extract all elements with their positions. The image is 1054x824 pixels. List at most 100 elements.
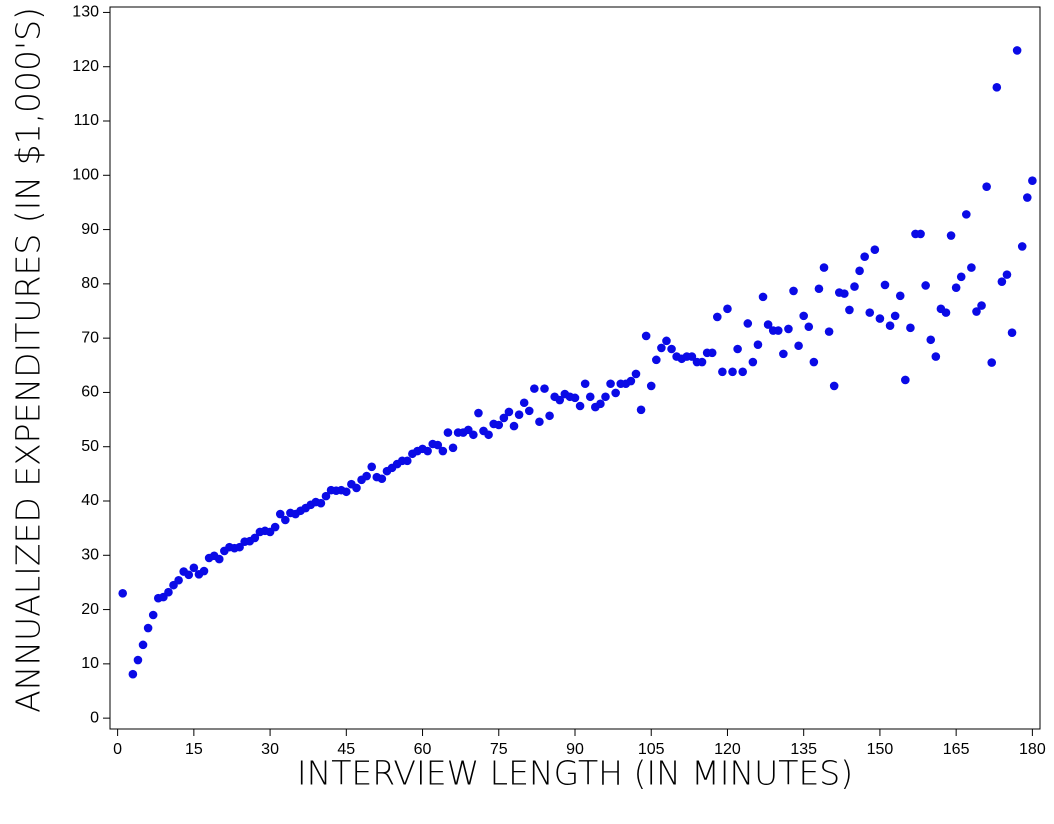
point — [941, 308, 951, 317]
point — [799, 311, 808, 321]
point — [606, 379, 615, 389]
point — [636, 405, 646, 415]
point — [921, 281, 930, 290]
point — [1007, 328, 1017, 338]
point — [524, 406, 534, 416]
x-tick-label: 60 — [414, 741, 432, 758]
point — [1028, 176, 1037, 186]
point — [504, 407, 514, 417]
point — [956, 272, 966, 282]
point — [530, 384, 539, 393]
point — [494, 420, 504, 430]
point — [199, 566, 209, 576]
y-tick-label: 50 — [81, 438, 99, 455]
point — [733, 344, 742, 354]
point — [997, 277, 1007, 286]
point — [916, 229, 925, 239]
point — [189, 563, 199, 573]
point — [992, 83, 1002, 92]
point — [281, 515, 290, 525]
point — [962, 210, 971, 219]
point — [667, 344, 676, 354]
point — [433, 440, 443, 450]
point — [499, 413, 509, 423]
point — [723, 304, 732, 314]
point — [148, 610, 158, 620]
point — [514, 410, 524, 419]
point — [875, 314, 885, 323]
point — [784, 324, 793, 334]
point — [316, 498, 326, 508]
x-tick-label: 90 — [566, 741, 584, 758]
point — [362, 471, 371, 481]
point — [763, 320, 773, 329]
point — [855, 266, 864, 276]
point — [845, 305, 854, 315]
y-tick-label: 90 — [81, 221, 99, 238]
x-tick-label: 135 — [790, 741, 817, 758]
point — [596, 399, 605, 409]
point — [789, 286, 798, 296]
point — [1017, 242, 1027, 251]
point — [402, 456, 412, 466]
point — [133, 655, 143, 665]
point — [890, 311, 900, 321]
point — [728, 367, 737, 377]
point — [738, 367, 748, 377]
point — [1022, 193, 1032, 202]
point — [519, 398, 529, 408]
point — [840, 289, 849, 298]
y-tick-label: 100 — [72, 167, 99, 184]
point — [870, 245, 880, 254]
point — [946, 231, 956, 240]
point — [580, 379, 590, 389]
x-tick-label: 15 — [185, 741, 203, 758]
point — [926, 335, 936, 345]
point — [773, 326, 783, 335]
point — [474, 408, 483, 418]
x-axis-title: INTERVIEW LENGTH (IN MINUTES) — [297, 754, 853, 793]
point — [367, 462, 377, 472]
point — [707, 348, 717, 358]
point — [987, 358, 997, 367]
point — [901, 375, 910, 385]
point — [850, 282, 859, 291]
plot-frame — [109, 6, 1041, 730]
point — [982, 182, 991, 191]
point — [712, 312, 722, 322]
point — [626, 376, 636, 386]
point — [275, 509, 285, 519]
point — [895, 291, 905, 301]
point — [509, 421, 519, 431]
point — [880, 280, 890, 290]
point — [977, 301, 986, 310]
y-tick-label: 40 — [81, 492, 99, 509]
y-tick-label: 10 — [81, 655, 99, 672]
point — [143, 623, 153, 633]
point — [748, 357, 758, 367]
y-tick-label: 70 — [81, 329, 99, 346]
point — [611, 388, 620, 398]
point — [555, 395, 565, 405]
point — [951, 283, 961, 292]
x-tick-label: 165 — [943, 741, 970, 758]
point — [697, 357, 707, 367]
x-tick-label: 45 — [337, 741, 355, 758]
point — [860, 252, 869, 262]
x-tick-label: 180 — [1019, 741, 1046, 758]
point — [931, 352, 941, 361]
y-tick-label: 0 — [90, 709, 99, 726]
point — [906, 323, 915, 333]
point — [575, 401, 585, 411]
point — [342, 487, 351, 497]
point — [164, 587, 173, 597]
point — [270, 522, 280, 532]
point — [779, 349, 788, 359]
x-tick-label: 120 — [714, 741, 741, 758]
y-tick-label: 20 — [81, 601, 99, 618]
point — [972, 307, 981, 316]
point — [545, 411, 554, 421]
point — [601, 392, 610, 402]
point — [1012, 46, 1022, 55]
y-tick-label: 80 — [81, 275, 99, 292]
